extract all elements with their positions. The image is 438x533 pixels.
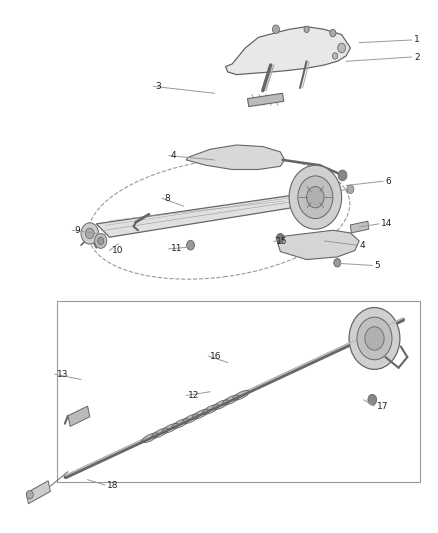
Polygon shape <box>350 221 369 233</box>
Circle shape <box>365 327 384 350</box>
Polygon shape <box>186 145 285 169</box>
Polygon shape <box>26 481 50 504</box>
Circle shape <box>98 237 104 245</box>
Circle shape <box>272 25 279 34</box>
Polygon shape <box>226 27 350 75</box>
Circle shape <box>26 490 33 499</box>
Circle shape <box>330 29 336 37</box>
Text: 15: 15 <box>276 238 287 246</box>
Circle shape <box>289 165 342 229</box>
Circle shape <box>304 26 309 33</box>
Polygon shape <box>68 406 90 426</box>
Circle shape <box>307 187 324 208</box>
Text: 1: 1 <box>414 36 420 44</box>
Circle shape <box>332 53 338 59</box>
Circle shape <box>334 259 341 267</box>
Circle shape <box>368 394 377 405</box>
Text: 4: 4 <box>171 151 177 160</box>
Circle shape <box>298 176 333 219</box>
Text: 12: 12 <box>188 391 200 400</box>
Text: 4: 4 <box>359 241 365 249</box>
Text: 9: 9 <box>74 226 80 235</box>
Text: 16: 16 <box>210 352 222 360</box>
Circle shape <box>349 308 400 369</box>
Text: 2: 2 <box>414 53 420 61</box>
Text: 10: 10 <box>112 246 123 255</box>
Circle shape <box>95 233 107 248</box>
Text: 13: 13 <box>57 370 68 378</box>
Circle shape <box>338 170 347 181</box>
Text: 14: 14 <box>381 220 392 228</box>
Polygon shape <box>247 93 284 107</box>
Text: 3: 3 <box>155 82 161 91</box>
Polygon shape <box>96 192 324 237</box>
Polygon shape <box>276 230 359 260</box>
Text: 18: 18 <box>107 481 119 489</box>
Text: 8: 8 <box>164 194 170 203</box>
Circle shape <box>347 185 354 193</box>
Text: 6: 6 <box>385 177 391 185</box>
Circle shape <box>81 223 99 244</box>
Circle shape <box>276 233 284 243</box>
Text: 5: 5 <box>374 261 380 270</box>
Text: 11: 11 <box>171 245 182 253</box>
Circle shape <box>85 228 94 239</box>
Circle shape <box>338 43 346 53</box>
Circle shape <box>187 240 194 250</box>
Text: 17: 17 <box>377 402 388 410</box>
Circle shape <box>357 317 392 360</box>
